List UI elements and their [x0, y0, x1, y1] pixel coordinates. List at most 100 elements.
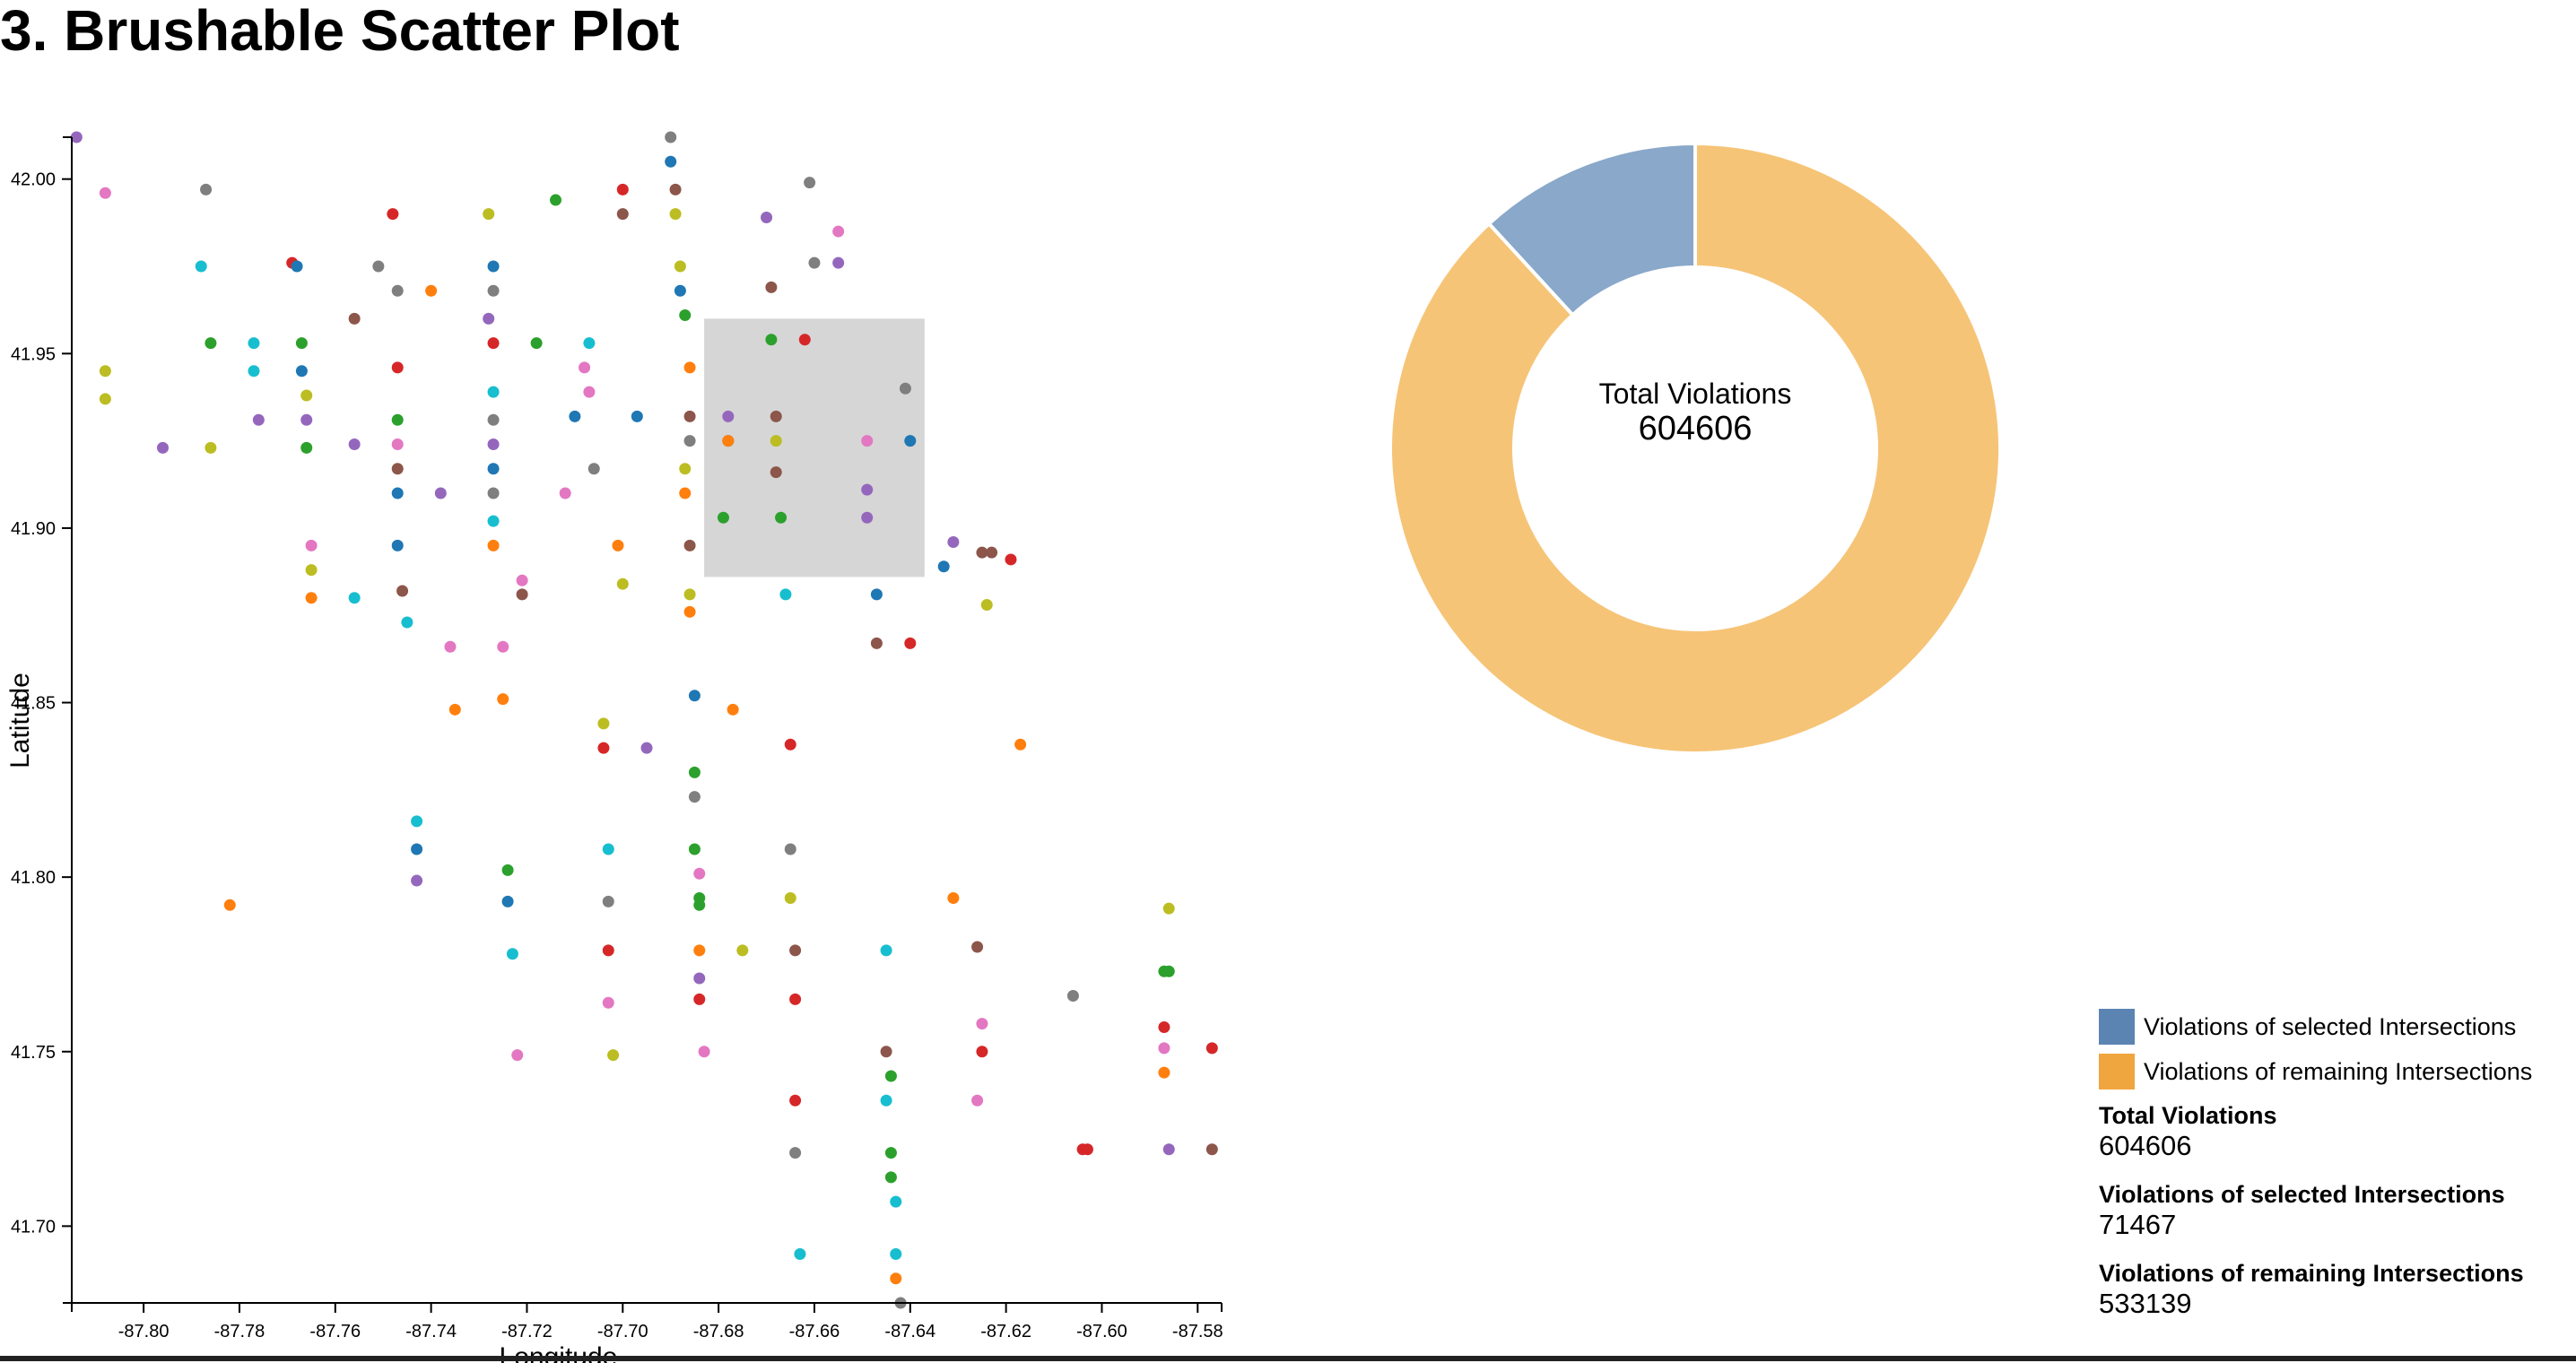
scatter-point	[530, 337, 543, 350]
scatter-point	[880, 1094, 892, 1107]
scatter-point	[295, 337, 308, 350]
scatter-point	[775, 511, 788, 524]
scatter-point	[1014, 738, 1027, 751]
scatter-point	[391, 463, 404, 475]
scatter-point	[300, 389, 313, 402]
scatter-point	[674, 260, 686, 273]
scatter-point	[832, 256, 845, 269]
scatter-point	[698, 1046, 710, 1058]
scatter-point	[884, 1171, 897, 1184]
legend-swatch-selected	[2099, 1009, 2135, 1045]
scatter-point	[665, 131, 677, 143]
scatter-point	[722, 435, 735, 447]
y-tick-label: 42.00	[11, 170, 56, 190]
scatter-point	[411, 843, 423, 855]
stat-selected-label: Violations of selected Intersections	[2099, 1181, 2505, 1208]
scatter-point	[971, 1094, 984, 1107]
scatter-point	[425, 284, 438, 297]
scatter-point	[391, 487, 404, 499]
y-axis-label: Latitude	[5, 673, 35, 768]
scatter-point	[770, 466, 782, 479]
scatter-point	[976, 1046, 988, 1058]
scatter-point	[99, 187, 111, 199]
stat-remaining-value: 533139	[2099, 1288, 2192, 1319]
scatter-point	[348, 592, 361, 604]
stat-remaining-label: Violations of remaining Intersections	[2099, 1260, 2524, 1287]
scatter-point	[487, 539, 500, 551]
x-tick-label: -87.72	[501, 1322, 553, 1341]
scatter-point	[880, 1046, 892, 1058]
scatter-point	[372, 260, 385, 273]
scatter-point	[904, 637, 917, 649]
scatter-point	[971, 941, 984, 953]
scatter-point	[784, 843, 796, 855]
scatter-point	[976, 1018, 988, 1030]
stat-total: Total Violations 604606	[2099, 1101, 2524, 1162]
scatter-point	[391, 284, 404, 297]
scatter-point	[1158, 1066, 1171, 1079]
scatter-point	[1162, 902, 1175, 915]
scatter-point	[1205, 1042, 1218, 1055]
legend: Violations of selected Intersections Vio…	[2099, 1004, 2532, 1094]
scatter-point	[1066, 989, 1079, 1002]
y-tick-label: 41.85	[11, 694, 56, 714]
scatter-point	[631, 410, 643, 422]
scatter-point	[205, 337, 217, 350]
scatter-point	[904, 435, 917, 447]
stat-total-value: 604606	[2099, 1130, 2192, 1161]
brush-selection[interactable]	[704, 318, 925, 577]
y-tick-label: 41.75	[11, 1043, 56, 1063]
scatter-point	[683, 410, 696, 422]
scatter-point	[832, 225, 845, 238]
scatter-point	[861, 511, 874, 524]
scatter-point	[890, 1248, 902, 1261]
x-tick-label: -87.70	[597, 1322, 648, 1341]
scatter-point	[602, 996, 614, 1009]
x-tick-label: -87.80	[118, 1322, 170, 1341]
scatter-point	[640, 742, 653, 754]
x-tick-label: -87.78	[214, 1322, 265, 1341]
scatter-point	[487, 413, 500, 426]
scatter-point	[70, 131, 83, 143]
donut-center-title: Total Violations	[1599, 378, 1792, 410]
legend-label-remaining: Violations of remaining Intersections	[2144, 1057, 2533, 1085]
scatter-point	[884, 1147, 897, 1159]
scatter-point	[252, 413, 265, 426]
scatter-point	[861, 483, 874, 496]
scatter-point	[516, 588, 528, 601]
scatter-plot[interactable]: -87.80 -87.78 -87.76 -87.74 -87.72 -87.70 -87.…	[0, 108, 1256, 1363]
scatter-point	[1081, 1143, 1093, 1156]
scatter-point	[789, 1147, 802, 1159]
scatter-point	[789, 1094, 802, 1107]
page-title: 3. Brushable Scatter Plot	[0, 0, 680, 63]
scatter-point	[804, 177, 816, 189]
scatter-point	[391, 361, 404, 374]
scatter-point	[808, 256, 821, 269]
scatter-point	[305, 564, 318, 577]
y-tick-label: 41.90	[11, 519, 56, 539]
scatter-point	[401, 616, 413, 629]
scatter-point	[156, 441, 169, 454]
scatter-point	[683, 435, 696, 447]
scatter-point	[487, 463, 500, 475]
scatter-point	[295, 365, 308, 378]
scatter-point	[483, 208, 495, 221]
scatter-point	[448, 703, 461, 716]
scatter-point	[693, 899, 706, 911]
scatter-point	[612, 539, 624, 551]
scatter-point	[693, 993, 706, 1005]
scatter-point	[391, 413, 404, 426]
legend-item-remaining: Violations of remaining Intersections	[2099, 1049, 2532, 1094]
scatter-point	[1158, 1042, 1171, 1055]
scatter-point	[483, 312, 495, 325]
x-tick-label: -87.60	[1076, 1322, 1127, 1341]
scatter-point	[411, 815, 423, 828]
scatter-point	[497, 693, 509, 706]
stats-panel: Total Violations 604606 Violations of se…	[2099, 1101, 2524, 1338]
scatter-point	[880, 944, 892, 957]
scatter-point	[976, 546, 988, 559]
scatter-point	[683, 361, 696, 374]
scatter-point	[223, 899, 236, 911]
scatter-point	[569, 410, 581, 422]
scatter-point	[506, 948, 518, 960]
